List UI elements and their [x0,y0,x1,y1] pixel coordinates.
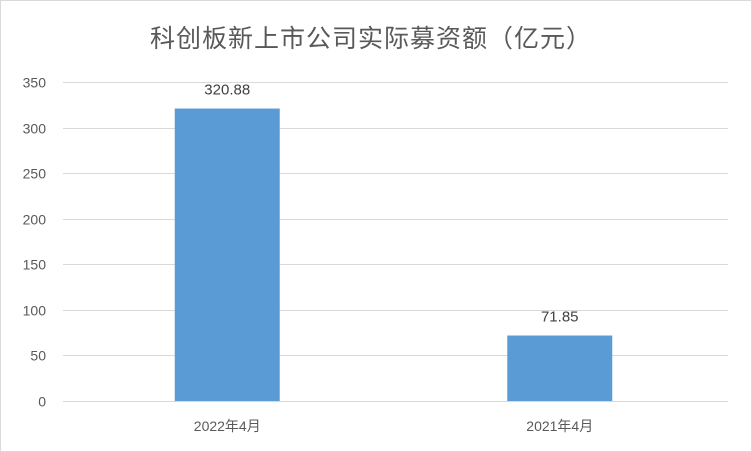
y-tick-label: 250 [23,166,47,182]
x-axis-ticks: 2022年4月 2021年4月 [194,418,593,434]
bar [507,335,613,401]
data-label: 71.85 [541,309,579,326]
y-tick-label: 100 [23,303,47,319]
data-label: 320.88 [204,82,250,99]
x-tick-label: 2021年4月 [526,418,593,434]
gridlines [63,82,728,402]
y-axis-ticks: 0 50 100 150 200 250 300 350 [23,75,47,410]
y-tick-label: 200 [23,212,47,228]
y-tick-label: 50 [30,348,46,364]
bars [174,108,613,401]
x-tick-label: 2022年4月 [194,418,261,434]
bar [174,108,280,401]
y-tick-label: 150 [23,257,47,273]
y-tick-label: 300 [23,121,47,137]
y-tick-label: 0 [38,394,46,410]
y-tick-label: 350 [23,75,47,91]
data-labels: 320.88 71.85 [204,82,578,326]
chart-title: 科创板新上市公司实际募资额（亿元） [149,24,592,53]
